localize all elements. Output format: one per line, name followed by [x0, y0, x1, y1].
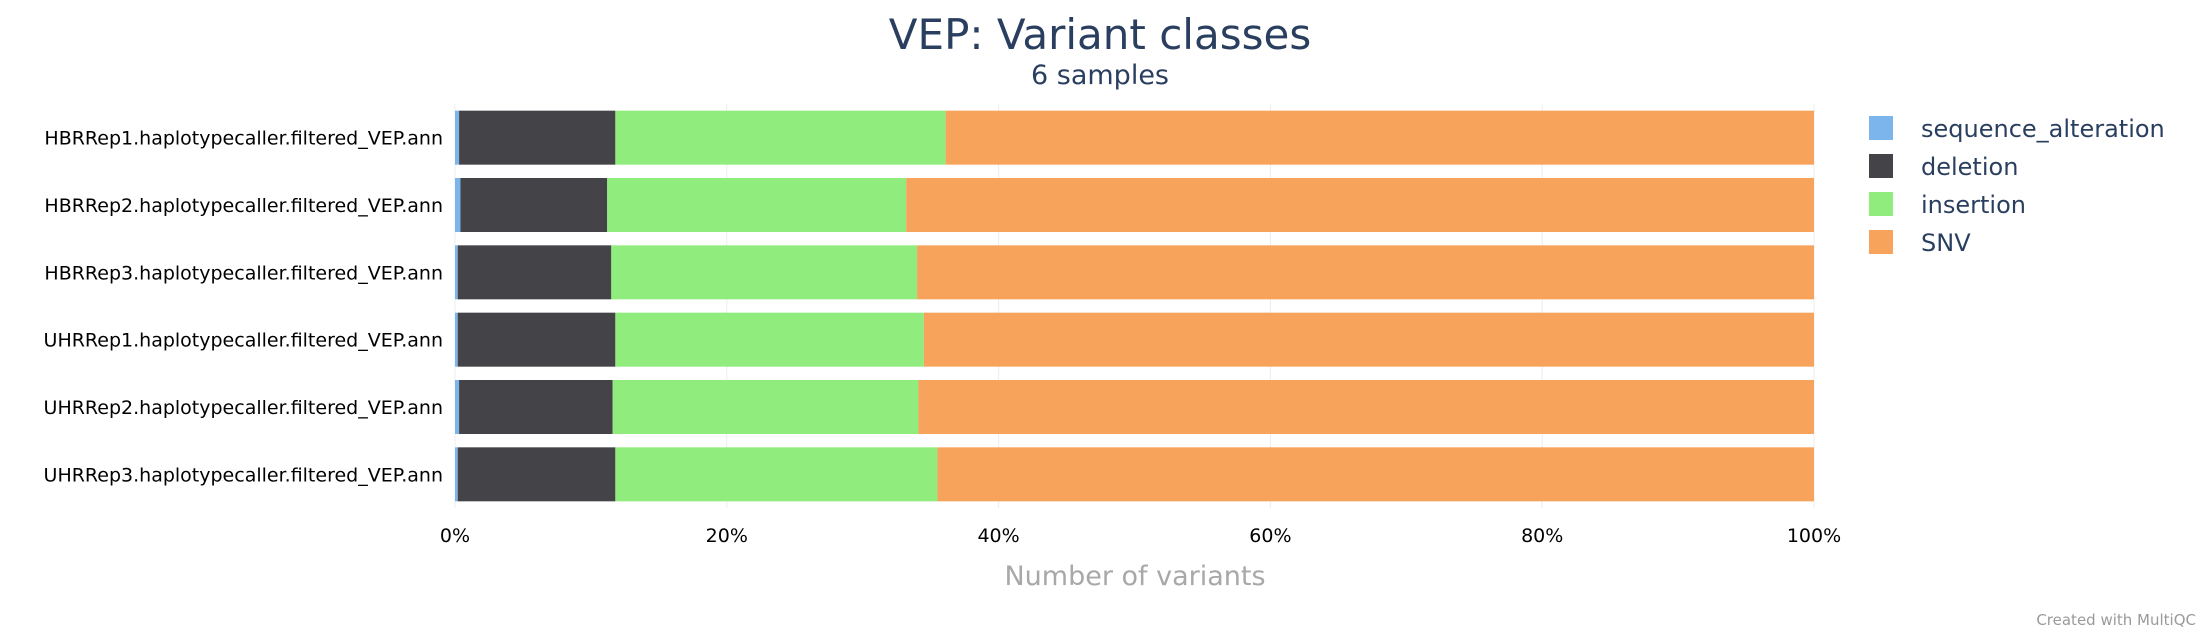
- bar-segment-deletion[interactable]: [457, 447, 616, 502]
- x-tick-label: 0%: [440, 525, 470, 547]
- bar-segment-insertion[interactable]: [607, 178, 907, 232]
- credit-text: Created with MultiQC: [2036, 611, 2196, 629]
- bar-segment-SNV[interactable]: [918, 380, 1814, 434]
- legend-label[interactable]: deletion: [1921, 153, 2018, 181]
- legend-swatch: [1869, 116, 1893, 140]
- bar-segment-insertion[interactable]: [611, 245, 918, 300]
- x-axis-title: Number of variants: [1004, 561, 1265, 592]
- bar-segment-insertion[interactable]: [615, 447, 938, 502]
- x-tick-label: 80%: [1521, 525, 1563, 547]
- x-tick-label: 40%: [977, 525, 1019, 547]
- bar-segment-deletion[interactable]: [457, 312, 616, 367]
- bar-segment-SNV[interactable]: [917, 245, 1814, 300]
- y-axis-label: HBRRep3.haplotypecaller.filtered_VEP.ann: [44, 262, 443, 284]
- bar-segment-SNV[interactable]: [923, 312, 1814, 367]
- bar-segment-SNV[interactable]: [937, 447, 1814, 502]
- bar-segment-sequence_alteration[interactable]: [455, 110, 460, 165]
- legend: sequence_alteration deletion insertion SNV: [1869, 115, 2165, 257]
- bar-segment-deletion[interactable]: [459, 380, 613, 434]
- bar-segment-sequence_alteration[interactable]: [455, 380, 460, 434]
- bar-segment-deletion[interactable]: [460, 178, 608, 232]
- y-axis-label: HBRRep1.haplotypecaller.filtered_VEP.ann: [44, 128, 443, 150]
- x-tick-label: 100%: [1787, 525, 1841, 547]
- bars: [455, 110, 1814, 502]
- x-tick-label: 20%: [706, 525, 748, 547]
- bar-segment-insertion[interactable]: [612, 380, 919, 434]
- legend-label[interactable]: sequence_alteration: [1921, 115, 2165, 143]
- y-axis-label: UHRRep1.haplotypecaller.filtered_VEP.ann: [44, 330, 443, 352]
- y-axis-label: UHRRep3.haplotypecaller.filtered_VEP.ann: [44, 464, 443, 486]
- bar-segment-SNV[interactable]: [906, 178, 1814, 232]
- legend-label[interactable]: SNV: [1921, 229, 1971, 257]
- bar-segment-deletion[interactable]: [459, 110, 616, 165]
- bar-segment-insertion[interactable]: [615, 312, 924, 367]
- x-tick-label: 60%: [1249, 525, 1291, 547]
- chart-title: VEP: Variant classes: [889, 10, 1311, 59]
- bar-segment-deletion[interactable]: [457, 245, 612, 300]
- bar-segment-insertion[interactable]: [615, 110, 946, 165]
- gridlines: [454, 104, 1815, 508]
- legend-swatch: [1869, 192, 1893, 216]
- bar-segment-sequence_alteration[interactable]: [455, 312, 458, 367]
- chart-subtitle: 6 samples: [1031, 60, 1169, 91]
- bar-segment-sequence_alteration[interactable]: [455, 245, 458, 300]
- legend-swatch: [1869, 154, 1893, 178]
- y-axis-label: HBRRep2.haplotypecaller.filtered_VEP.ann: [44, 195, 443, 217]
- bar-segment-SNV[interactable]: [945, 110, 1814, 165]
- bar-segment-sequence_alteration[interactable]: [455, 178, 461, 232]
- legend-label[interactable]: insertion: [1921, 191, 2026, 219]
- y-axis-labels: HBRRep1.haplotypecaller.filtered_VEP.ann…: [44, 128, 443, 487]
- bar-segment-sequence_alteration[interactable]: [455, 447, 458, 502]
- y-axis-label: UHRRep2.haplotypecaller.filtered_VEP.ann: [44, 397, 443, 419]
- legend-swatch: [1869, 230, 1893, 254]
- x-axis-ticks: 0% 20% 40% 60% 80% 100%: [440, 525, 1841, 547]
